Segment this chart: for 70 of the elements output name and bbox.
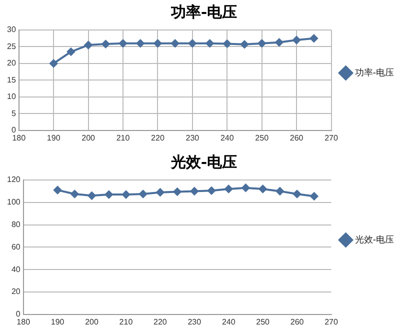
x-tick-label: 260 — [290, 317, 304, 326]
point — [242, 184, 250, 192]
point — [154, 39, 162, 48]
y-tick-label: 0 — [11, 126, 16, 135]
y-tick-label: 0 — [16, 310, 21, 319]
legend-label: 光效-电压 — [354, 234, 394, 246]
point — [258, 184, 267, 193]
y-tick-label: 20 — [6, 58, 16, 68]
x-tick-label: 250 — [256, 317, 270, 326]
point — [50, 59, 58, 68]
x-tick-label: 190 — [50, 317, 65, 326]
y-tick-label: 5 — [11, 108, 16, 118]
point — [310, 34, 318, 42]
x-tick-label: 210 — [116, 133, 130, 142]
y-tick-label: 80 — [11, 220, 21, 230]
y-tick-label: 60 — [11, 242, 21, 252]
point — [171, 39, 180, 48]
chart-title: 光效-电压 — [170, 152, 238, 171]
x-tick-label: 180 — [16, 317, 31, 326]
x-tick-label: 200 — [82, 133, 96, 142]
x-tick-label: 270 — [324, 133, 338, 142]
legend-label: 功率-电压 — [354, 67, 394, 78]
point — [258, 39, 266, 48]
point — [188, 39, 196, 48]
y-tick-label: 120 — [6, 175, 21, 184]
point — [293, 190, 302, 198]
point — [206, 39, 214, 48]
x-tick-label: 270 — [324, 317, 338, 326]
x-tick-label: 230 — [186, 133, 200, 142]
x-tick-label: 180 — [12, 133, 26, 142]
point — [66, 48, 75, 56]
y-tick-label: 30 — [6, 25, 16, 34]
point — [119, 39, 128, 48]
point — [136, 39, 144, 48]
point — [240, 40, 248, 48]
point — [190, 187, 198, 196]
point — [310, 192, 318, 200]
x-tick-label: 230 — [188, 317, 202, 326]
point — [156, 188, 164, 196]
y-tick-label: 25 — [6, 42, 16, 51]
x-tick-label: 240 — [222, 317, 236, 326]
x-tick-label: 210 — [119, 317, 134, 326]
point — [70, 190, 79, 198]
y-tick-label: 15 — [6, 75, 16, 84]
point — [173, 188, 182, 196]
x-tick-label: 260 — [290, 133, 304, 142]
x-tick-label: 240 — [220, 133, 234, 142]
x-tick-label: 200 — [85, 317, 99, 326]
y-tick-label: 100 — [6, 198, 21, 207]
chart-title: 功率-电压 — [170, 2, 238, 21]
x-tick-label: 220 — [154, 317, 168, 326]
point — [102, 40, 110, 48]
point — [276, 187, 284, 196]
point — [104, 190, 113, 199]
y-tick-label: 20 — [11, 287, 21, 296]
point — [224, 184, 233, 193]
point — [275, 38, 284, 46]
point — [88, 192, 96, 200]
y-tick-label: 40 — [11, 264, 21, 274]
point — [139, 190, 148, 198]
point — [292, 36, 301, 44]
x-tick-label: 250 — [255, 133, 270, 142]
point — [54, 186, 62, 194]
y-tick-label: 10 — [6, 92, 16, 102]
point — [208, 186, 216, 195]
point — [223, 40, 232, 48]
point — [122, 190, 130, 199]
x-tick-label: 220 — [151, 133, 165, 142]
point — [84, 41, 92, 50]
x-tick-label: 190 — [46, 133, 61, 142]
